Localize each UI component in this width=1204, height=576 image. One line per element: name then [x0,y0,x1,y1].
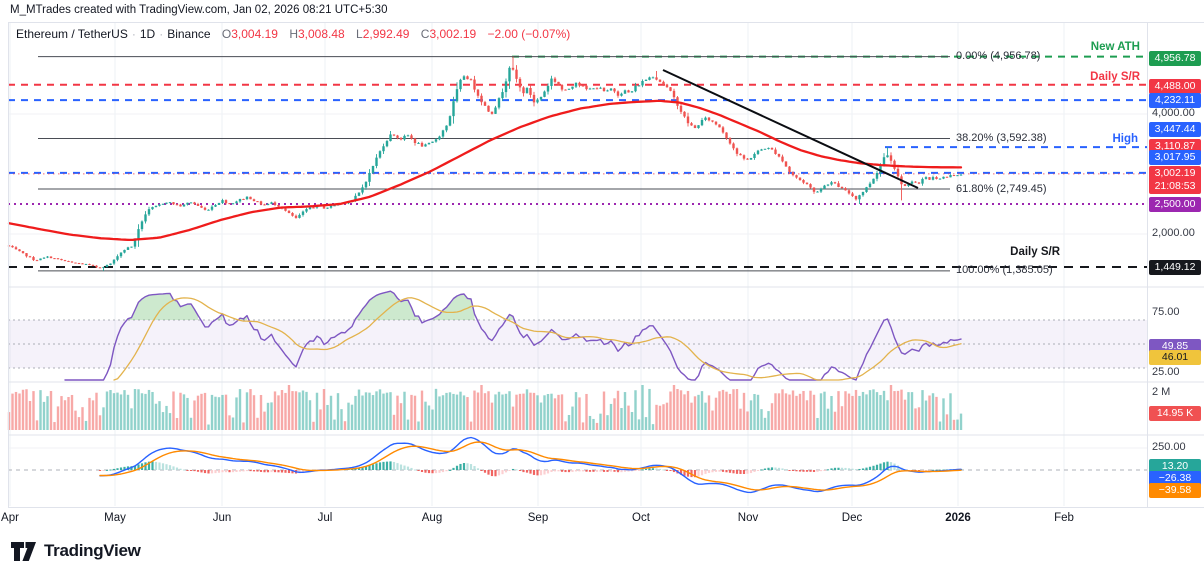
low-value: 2,992.49 [362,27,410,41]
time-axis-label: May [104,512,126,524]
volume-bars [7,385,963,430]
frame-top [8,22,1204,23]
badge-2500: 2,500.00 [1149,197,1201,212]
badge-macd-line: −26.38 [1149,471,1201,486]
panel-separators [8,286,1204,436]
badge-daily-sr-top: 4,488.00 [1149,79,1201,94]
tick-macd-250: 250.00 [1152,441,1186,453]
level-lines[interactable] [8,55,1147,272]
badge-macd-signal: −39.58 [1149,483,1201,498]
time-axis-label: Nov [737,512,759,524]
badge-3017: 3,017.95 [1149,150,1201,165]
badge-rsi-ma: 46.01 [1149,350,1201,365]
daily-sr-top-label[interactable]: Daily S/R [1090,71,1140,83]
tick-volume-2m: 2 M [1152,386,1171,398]
close-value: 3,002.19 [429,27,477,41]
time-axis-label: Oct [632,512,650,524]
fib-382-label[interactable]: 38.20% (3,592.38) [956,132,1047,144]
macd-histogram [98,461,963,478]
tick-rsi-25: 25.00 [1152,366,1180,378]
badge-new-ath: 4,956.78 [1149,51,1201,66]
separator-dot: · [131,27,136,41]
time-axis-label: Jun [212,512,232,524]
change-value: −2.00 (−0.07%) [487,27,571,41]
symbol-info-bar[interactable]: Ethereum / TetherUS · 1D · Binance O3,004.19… [16,27,570,41]
macd-line [99,436,962,494]
open-label: O [221,27,232,41]
daily-sr-bottom-label[interactable]: Daily S/R [1010,246,1060,258]
badge-high-3447: 3,447.44 [1149,122,1201,137]
separator-dot: · [159,27,164,41]
red-ma-line [7,99,963,242]
close-label: C [420,27,430,41]
tradingview-logo-icon [11,542,36,561]
trendline [662,69,919,189]
time-axis-label: Apr [1,512,19,524]
tick-rsi-75: 75.00 [1152,306,1180,318]
tradingview-logo-text: TradingView [44,541,141,560]
badge-last-price: 3,002.19 21:08:53 [1149,166,1201,194]
high-label: H [289,27,298,41]
time-axis[interactable]: Apr May Jun Jul Aug Sep Oct Nov Dec 2026 Feb [1,507,1204,530]
fib-100-label[interactable]: 100.00% (1,385.05) [956,264,1053,276]
time-axis-label: 2026 [945,512,971,524]
fib-618-label[interactable]: 61.80% (2,749.45) [956,183,1047,195]
price-scale-separator [1147,22,1148,529]
low-label: L [356,27,363,41]
badge-daily-sr-bottom: 1,449.12 [1149,260,1201,275]
rsi-overbought-fill [128,291,513,320]
symbol-exchange: Binance [167,27,211,41]
frame-left [8,22,9,529]
down-trendline[interactable] [662,69,919,189]
symbol-interval[interactable]: 1D [139,27,156,41]
tick-4000: 4,000.00 [1152,107,1195,119]
rsi-line [64,290,962,381]
macd-signal-line [99,441,962,491]
new-ath-label[interactable]: New ATH [1090,41,1140,53]
time-axis-label: Dec [841,512,863,524]
badge-volume: 14.95 K [1149,406,1201,421]
header-note: M_MTrades created with TradingView.com, … [10,4,388,16]
badge-macd-hist: 13.20 [1149,459,1201,474]
bar-countdown: 21:08:53 [1154,180,1196,192]
time-axis-label: Feb [1054,512,1074,524]
open-value: 3,004.19 [231,27,278,41]
tick-2000: 2,000.00 [1152,227,1195,239]
tradingview-logo[interactable]: TradingView [10,539,141,563]
high-label-drawing[interactable]: High [1112,133,1138,145]
badge-4232: 4,232.11 [1149,93,1201,108]
time-axis-label: Jul [317,512,333,524]
rsi-band [8,319,1147,369]
time-axis-label: Sep [527,512,549,524]
high-value: 3,008.48 [297,27,345,41]
time-axis-label: Aug [421,512,443,524]
rsi-ma-line [113,297,962,381]
last-price-value: 3,002.19 [1154,167,1196,179]
fib-0-label[interactable]: 0.00% (4,956.78) [956,50,1041,62]
symbol-name[interactable]: Ethereum / TetherUS [16,27,128,41]
